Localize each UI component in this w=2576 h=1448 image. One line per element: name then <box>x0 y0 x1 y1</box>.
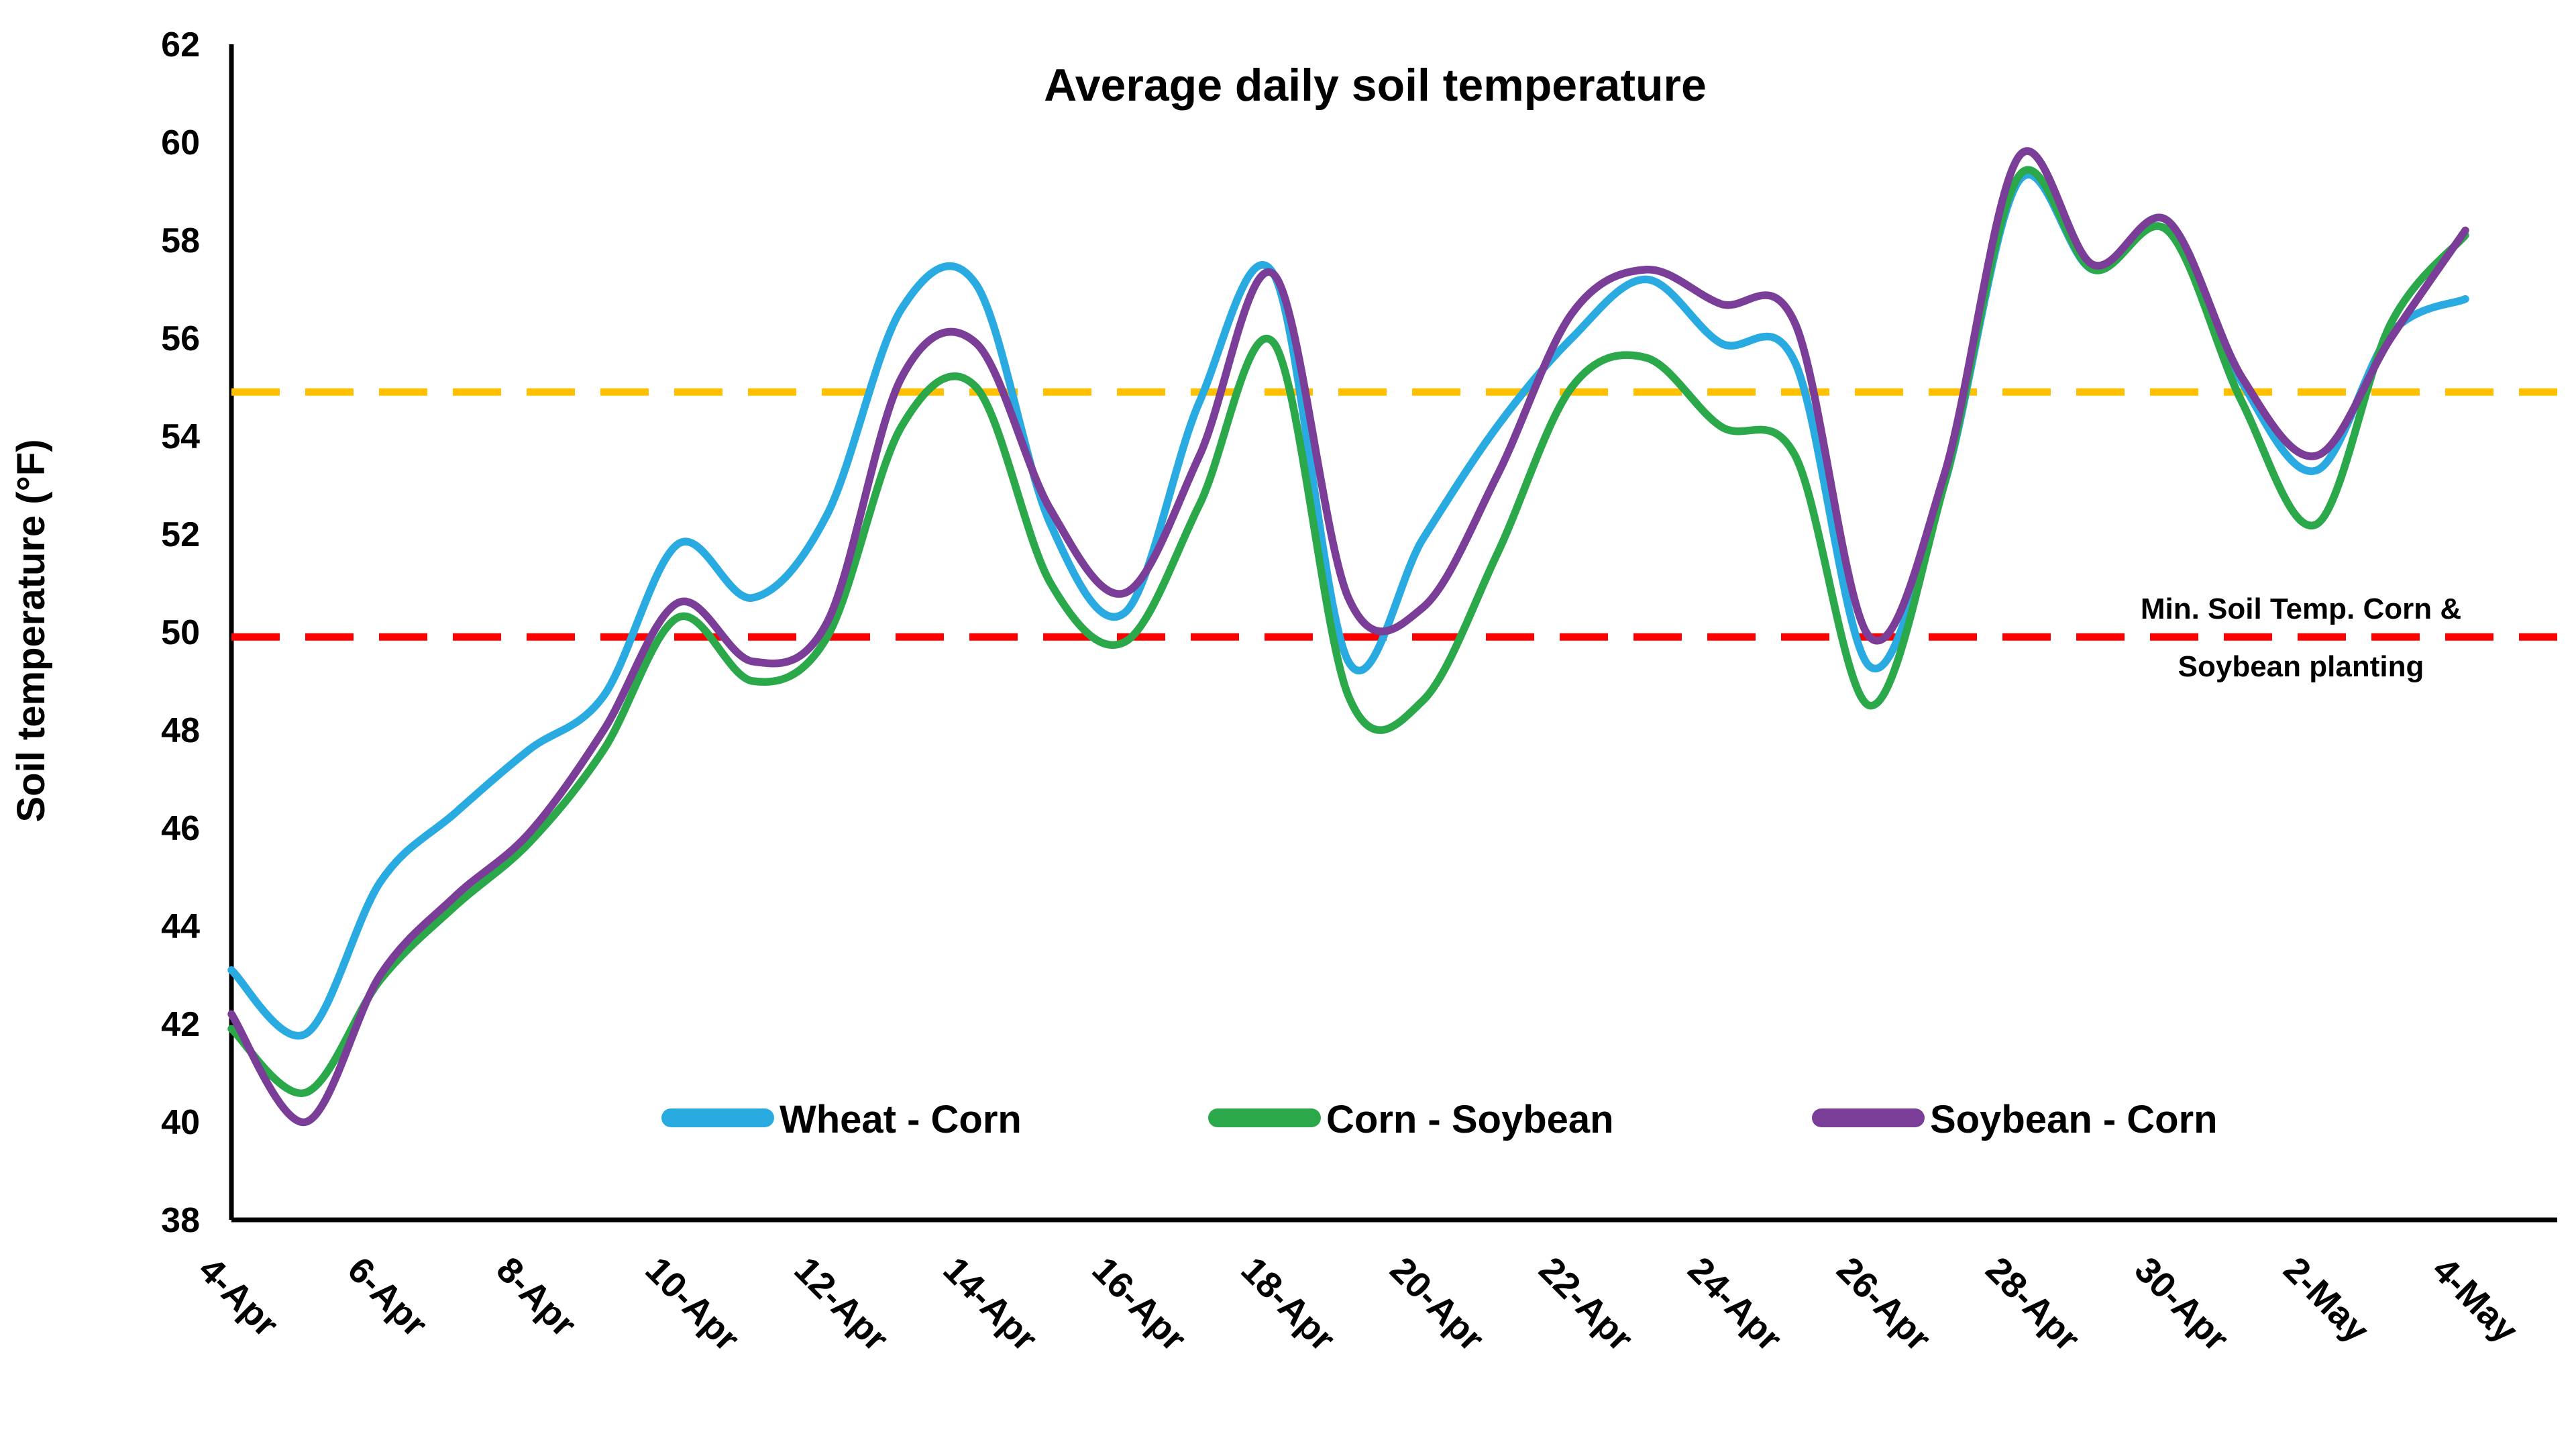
y-tick-label-60: 60 <box>161 123 200 162</box>
x-tick-label-12-apr: 12-Apr <box>787 1249 896 1359</box>
x-tick-label-14-apr: 14-Apr <box>936 1249 1045 1359</box>
y-tick-label-50: 50 <box>161 613 200 652</box>
y-tick-label-56: 56 <box>161 319 200 358</box>
reference-lines <box>231 388 2557 641</box>
x-axis-tick-labels: 4-Apr 6-Apr 8-Apr 10-Apr 12-Apr 14-Apr 16-Apr 1… <box>191 1249 2526 1359</box>
series-line-corn-soybean[interactable] <box>227 166 2469 1097</box>
series-lines <box>227 147 2469 1126</box>
x-tick-label-2-may: 2-May <box>2276 1249 2377 1351</box>
x-tick-label-28-apr: 28-Apr <box>1978 1249 2088 1359</box>
x-tick-label-30-apr: 30-Apr <box>2127 1249 2237 1359</box>
x-tick-label-4-may: 4-May <box>2425 1249 2526 1351</box>
legend-item-corn-soybean[interactable]: Corn - Soybean <box>1208 1098 1614 1141</box>
legend-label-soybean-corn: Soybean - Corn <box>1930 1098 2218 1141</box>
legend-item-soybean-corn[interactable]: Soybean - Corn <box>1812 1098 2218 1141</box>
y-tick-label-38: 38 <box>161 1201 200 1240</box>
series-line-soybean-corn[interactable] <box>227 147 2469 1126</box>
min-temp-annotation: Min. Soil Temp. Corn & Soybean planting <box>2141 592 2461 683</box>
legend-label-corn-soybean: Corn - Soybean <box>1326 1098 1614 1141</box>
y-tick-label-42: 42 <box>161 1005 200 1044</box>
y-tick-label-52: 52 <box>161 515 200 554</box>
legend: Wheat - Corn Corn - Soybean Soybean - Co… <box>661 1098 2218 1141</box>
x-tick-label-10-apr: 10-Apr <box>638 1249 747 1359</box>
y-tick-label-58: 58 <box>161 221 200 260</box>
annotation-line-2: Soybean planting <box>2178 650 2424 683</box>
x-tick-label-26-apr: 26-Apr <box>1829 1249 1939 1359</box>
y-tick-label-44: 44 <box>161 907 200 946</box>
y-tick-label-62: 62 <box>161 25 200 64</box>
y-tick-label-48: 48 <box>161 711 200 750</box>
y-tick-label-40: 40 <box>161 1103 200 1142</box>
legend-label-wheat-corn: Wheat - Corn <box>780 1098 1022 1141</box>
x-tick-label-20-apr: 20-Apr <box>1383 1249 1492 1359</box>
y-axis-title: Soil temperature (°F) <box>9 439 53 822</box>
x-tick-label-24-apr: 24-Apr <box>1680 1249 1790 1359</box>
y-tick-label-54: 54 <box>161 417 200 456</box>
y-axis-tick-labels: 38 40 42 44 46 48 50 52 54 56 58 60 62 <box>161 25 200 1240</box>
legend-item-wheat-corn[interactable]: Wheat - Corn <box>661 1098 1022 1141</box>
plot-frame <box>229 44 2557 1223</box>
x-tick-label-6-apr: 6-Apr <box>340 1249 435 1345</box>
annotation-line-1: Min. Soil Temp. Corn & <box>2141 592 2461 625</box>
x-tick-label-4-apr: 4-Apr <box>191 1249 286 1345</box>
y-tick-label-46: 46 <box>161 809 200 848</box>
x-tick-label-18-apr: 18-Apr <box>1234 1249 1343 1359</box>
chart-title: Average daily soil temperature <box>1044 60 1707 111</box>
x-tick-label-8-apr: 8-Apr <box>489 1249 584 1345</box>
x-tick-label-22-apr: 22-Apr <box>1532 1249 1641 1359</box>
x-tick-label-16-apr: 16-Apr <box>1085 1249 1194 1359</box>
